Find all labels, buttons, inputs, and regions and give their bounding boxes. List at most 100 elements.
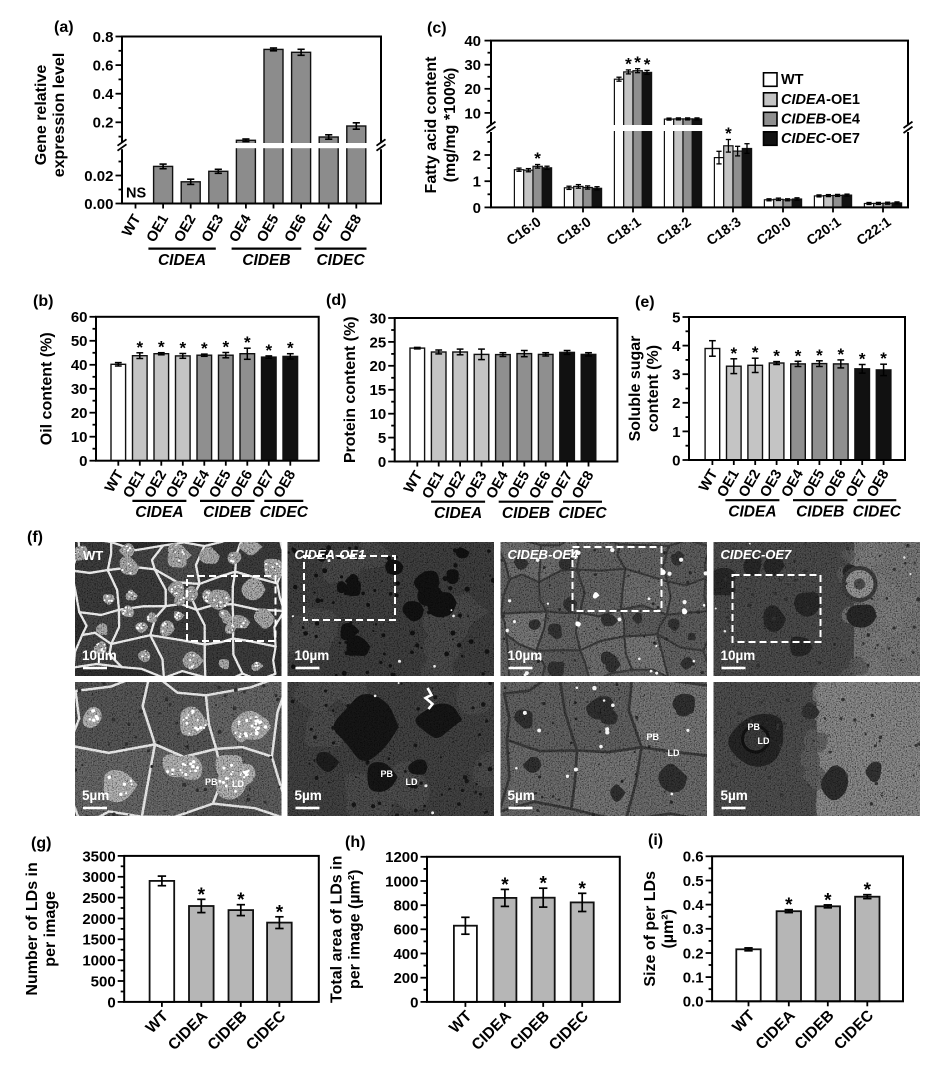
svg-text:*: * <box>198 885 206 906</box>
svg-text:1000: 1000 <box>385 873 418 890</box>
svg-text:*: * <box>634 53 641 72</box>
svg-text:0.4: 0.4 <box>93 86 115 103</box>
svg-text:10: 10 <box>370 406 387 423</box>
svg-text:Soluble sugar: Soluble sugar <box>627 336 644 442</box>
svg-text:20: 20 <box>71 405 88 422</box>
svg-text:content (%): content (%) <box>645 345 662 432</box>
svg-text:(µm²): (µm²) <box>660 909 677 948</box>
svg-text:2000: 2000 <box>82 911 115 928</box>
svg-text:*: * <box>265 341 272 360</box>
svg-text:*: * <box>785 895 793 916</box>
svg-text:*: * <box>276 902 284 923</box>
svg-text:2500: 2500 <box>82 890 115 907</box>
svg-text:CIDEC: CIDEC <box>853 504 902 521</box>
svg-text:CIDEC: CIDEC <box>316 252 365 269</box>
svg-text:*: * <box>179 339 186 358</box>
svg-text:(i): (i) <box>648 832 663 849</box>
svg-text:(mg/mg *100%): (mg/mg *100%) <box>442 68 459 183</box>
svg-text:*: * <box>880 349 887 368</box>
svg-text:Gene relative: Gene relative <box>33 65 50 166</box>
svg-text:0.2: 0.2 <box>683 945 704 962</box>
svg-text:1500: 1500 <box>82 932 115 949</box>
svg-text:*: * <box>501 875 509 896</box>
svg-text:*: * <box>795 346 802 365</box>
svg-text:(d): (d) <box>326 292 346 309</box>
svg-text:*: * <box>539 874 547 895</box>
svg-text:*: * <box>816 346 823 365</box>
svg-text:*: * <box>136 338 143 357</box>
svg-text:CIDEB: CIDEB <box>203 504 251 521</box>
svg-text:0.3: 0.3 <box>683 921 704 938</box>
svg-text:*: * <box>725 124 732 143</box>
svg-text:(h): (h) <box>345 834 365 851</box>
svg-text:30: 30 <box>370 310 387 327</box>
svg-text:*: * <box>237 890 245 911</box>
svg-text:CIDEB: CIDEB <box>242 252 290 269</box>
svg-text:400: 400 <box>393 946 418 963</box>
svg-text:25: 25 <box>370 334 387 351</box>
svg-text:Number of LDs in: Number of LDs in <box>24 862 41 995</box>
svg-text:500: 500 <box>91 973 116 990</box>
svg-text:1000: 1000 <box>82 953 115 970</box>
svg-text:(b): (b) <box>33 293 53 310</box>
svg-text:1: 1 <box>473 174 481 191</box>
svg-text:CIDEA: CIDEA <box>434 505 482 522</box>
svg-text:0: 0 <box>473 200 481 217</box>
svg-text:*: * <box>625 54 632 73</box>
svg-text:20: 20 <box>370 358 387 375</box>
svg-text:200: 200 <box>393 970 418 987</box>
svg-text:Fatty acid content: Fatty acid content <box>423 56 440 194</box>
svg-text:Oil content (%): Oil content (%) <box>39 332 56 445</box>
svg-text:3000: 3000 <box>82 869 115 886</box>
svg-text:2: 2 <box>473 147 481 164</box>
svg-text:10: 10 <box>71 429 88 446</box>
svg-text:0.6: 0.6 <box>683 849 704 866</box>
svg-text:CIDEC: CIDEC <box>260 504 309 521</box>
svg-text:(e): (e) <box>635 294 655 311</box>
svg-text:*: * <box>158 338 165 357</box>
svg-text:CIDEB-OE4: CIDEB-OE4 <box>781 112 860 128</box>
svg-text:per image: per image <box>42 891 59 967</box>
svg-text:*: * <box>859 350 866 369</box>
svg-text:*: * <box>644 55 651 74</box>
svg-text:CIDEA: CIDEA <box>158 252 206 269</box>
svg-text:WT: WT <box>781 72 804 88</box>
svg-text:5: 5 <box>672 309 680 326</box>
svg-text:0.4: 0.4 <box>683 897 705 914</box>
svg-text:(f): (f) <box>27 529 43 546</box>
svg-text:0: 0 <box>79 453 87 470</box>
svg-text:*: * <box>730 344 737 363</box>
svg-text:1200: 1200 <box>385 849 418 866</box>
svg-text:1: 1 <box>672 424 680 441</box>
svg-text:0: 0 <box>410 994 418 1011</box>
svg-text:0.02: 0.02 <box>84 168 113 185</box>
svg-text:40: 40 <box>71 357 88 374</box>
svg-text:60: 60 <box>71 309 88 326</box>
svg-text:(g): (g) <box>31 835 51 852</box>
svg-text:*: * <box>287 339 294 358</box>
svg-text:*: * <box>201 339 208 358</box>
svg-text:CIDEC: CIDEC <box>558 505 607 522</box>
svg-text:0: 0 <box>378 454 386 471</box>
svg-text:0.2: 0.2 <box>93 115 114 132</box>
svg-text:(c): (c) <box>427 20 447 37</box>
svg-text:5: 5 <box>378 430 386 447</box>
svg-text:NS: NS <box>126 186 146 202</box>
svg-text:30: 30 <box>71 381 88 398</box>
svg-text:*: * <box>752 343 759 362</box>
svg-text:50: 50 <box>71 333 88 350</box>
svg-text:CIDEA-OE1: CIDEA-OE1 <box>781 92 860 108</box>
svg-text:*: * <box>824 890 832 911</box>
svg-text:*: * <box>837 345 844 364</box>
svg-text:0.5: 0.5 <box>683 873 704 890</box>
svg-text:expression level: expression level <box>51 53 68 178</box>
svg-text:15: 15 <box>370 382 387 399</box>
svg-text:0: 0 <box>672 452 680 469</box>
svg-text:*: * <box>534 149 541 168</box>
svg-text:0.00: 0.00 <box>84 196 113 213</box>
svg-text:30: 30 <box>464 57 481 74</box>
svg-text:0.8: 0.8 <box>93 29 114 46</box>
svg-text:20: 20 <box>464 81 481 98</box>
svg-text:*: * <box>773 347 780 366</box>
svg-text:0.6: 0.6 <box>93 58 114 75</box>
